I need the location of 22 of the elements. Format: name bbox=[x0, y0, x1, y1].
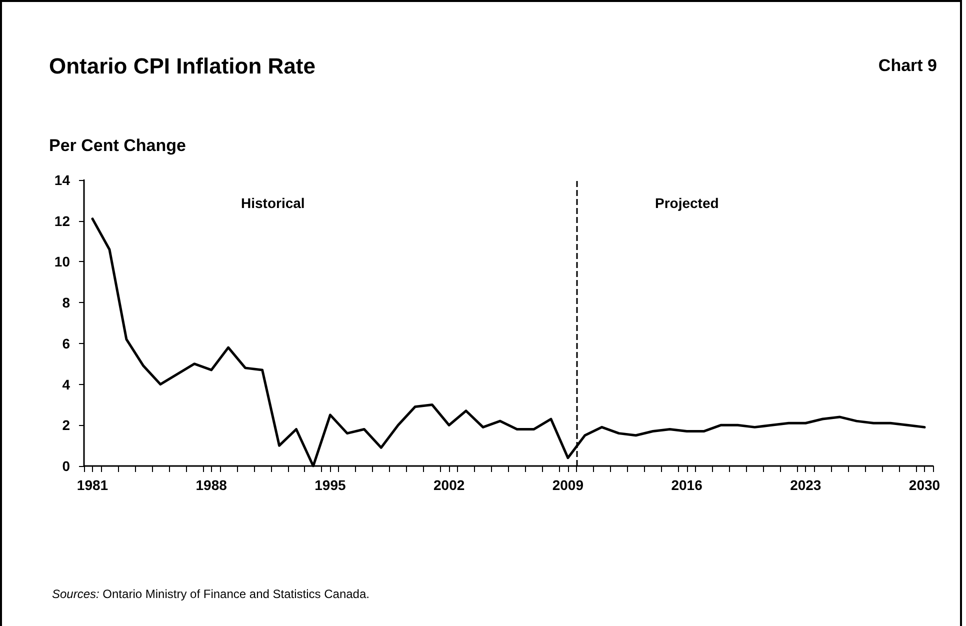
y-tick-label: 6 bbox=[62, 335, 70, 352]
annotation: Historical bbox=[241, 195, 305, 211]
x-tick-label: 1981 bbox=[76, 477, 108, 493]
x-tick-label: 2009 bbox=[552, 477, 584, 493]
chart-title: Ontario CPI Inflation Rate bbox=[49, 54, 316, 78]
y-tick-label: 12 bbox=[54, 212, 70, 229]
x-tick-label: 2023 bbox=[790, 477, 822, 493]
y-tick-label: 10 bbox=[54, 254, 70, 270]
y-axis-title: Per Cent Change bbox=[49, 136, 186, 155]
y-tick-label: 0 bbox=[62, 458, 70, 474]
y-tick-label: 8 bbox=[62, 294, 70, 311]
x-tick-label: 1995 bbox=[314, 477, 346, 493]
y-tick-label: 4 bbox=[62, 376, 70, 392]
chart-subtitle: Chart 9 bbox=[878, 56, 938, 75]
source-note: Sources: Ontario Ministry of Finance and Statistics Canada. bbox=[52, 587, 370, 601]
x-tick-label: 2002 bbox=[433, 477, 465, 493]
annotation: Projected bbox=[655, 195, 719, 211]
x-tick-label: 2016 bbox=[671, 477, 703, 493]
y-tick-label: 14 bbox=[54, 172, 70, 188]
x-tick-label: 2030 bbox=[908, 477, 940, 493]
y-tick-label: 2 bbox=[62, 417, 70, 434]
x-tick-label: 1988 bbox=[196, 477, 228, 493]
